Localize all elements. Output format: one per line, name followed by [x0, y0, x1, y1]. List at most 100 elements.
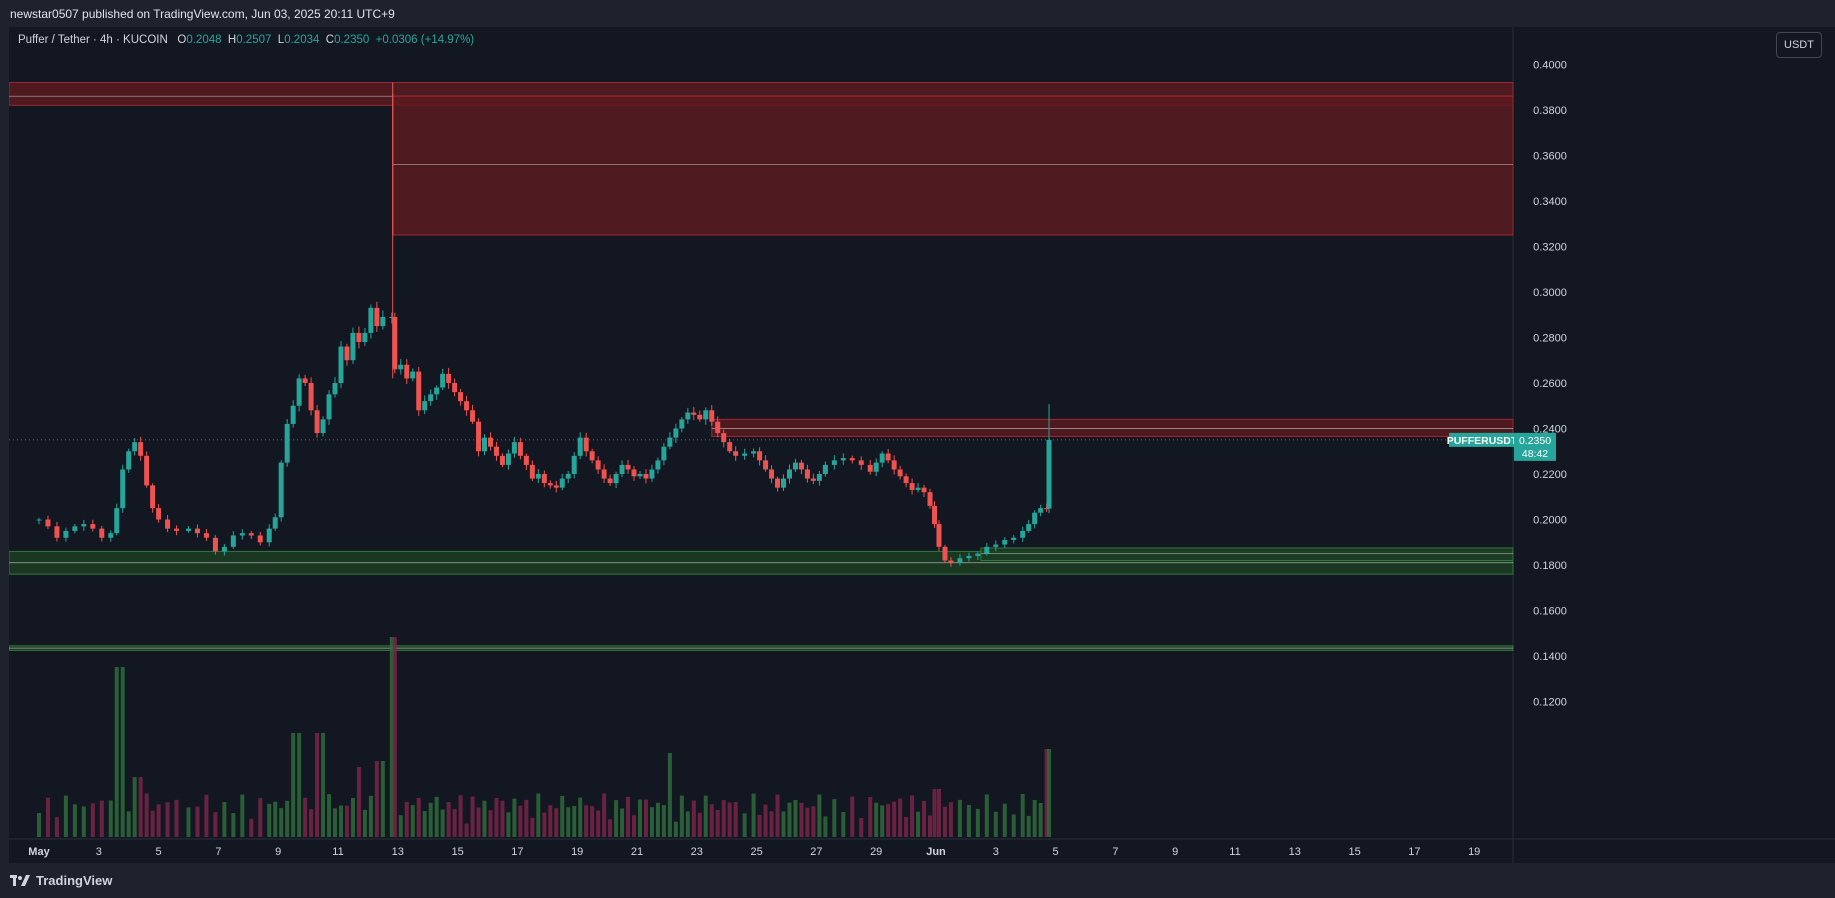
volume-bar [673, 821, 678, 837]
volume-bar [500, 800, 505, 837]
candle-body [619, 464, 625, 475]
candle-body [957, 558, 963, 563]
candle-body [36, 519, 42, 521]
volume-bar [195, 806, 200, 837]
candle-body [99, 528, 105, 538]
volume-bar [910, 795, 915, 837]
volume-bar [763, 804, 768, 837]
volume-bar [267, 803, 272, 837]
volume-bar [811, 806, 816, 837]
candle-body [879, 453, 885, 463]
candle-body [649, 469, 655, 479]
volume-bar [303, 797, 308, 837]
candle-body [709, 410, 715, 422]
candle-body [476, 421, 482, 452]
volume-bar [440, 809, 445, 837]
volume-bar [936, 789, 941, 837]
candle-body [727, 442, 733, 452]
open-label: O [177, 34, 187, 46]
currency-unit-button[interactable]: USDT [1776, 32, 1822, 58]
volume-bar [416, 798, 421, 837]
candle-body [511, 442, 517, 454]
volume-bar [338, 805, 343, 837]
candle-body [769, 469, 775, 479]
zone-supply-2 [711, 418, 1514, 437]
y-tick-label: 0.4000 [1533, 59, 1567, 71]
candle-body [942, 546, 948, 561]
volume-bar [904, 817, 909, 837]
volume-bar [297, 733, 302, 837]
candle-body [380, 316, 386, 327]
symbol-badge-text: PUFFERUSDT [1447, 435, 1518, 447]
volume-bar [548, 805, 553, 837]
candle-body [909, 483, 915, 490]
volume-bar [1011, 814, 1016, 837]
volume-bar [344, 805, 349, 837]
x-tick-label: 9 [275, 846, 281, 858]
candle-body [667, 437, 673, 447]
volume-bar [932, 789, 937, 837]
candle-body [631, 469, 637, 477]
volume-bar [928, 815, 933, 837]
candle-body [126, 451, 132, 470]
candle-body [54, 526, 60, 538]
volume-bar [859, 817, 864, 837]
volume-bar [975, 808, 980, 837]
volume-bar [470, 796, 475, 837]
volume-bar [321, 733, 326, 837]
volume-bar [488, 810, 493, 837]
symbol-name[interactable]: Puffer / Tether · 4h · KUCOIN [18, 34, 168, 46]
candle-body [733, 451, 739, 456]
price-chart[interactable]: 0.4000 0.3800 0.3600 0.3400 0.3200 0.3000 0.28… [9, 27, 1835, 863]
volume-bar [832, 799, 837, 837]
chart-area[interactable]: 0.4000 0.3800 0.3600 0.3400 0.3200 0.3000 0.28… [9, 27, 1835, 863]
volume-bar [602, 793, 607, 837]
zone-demand-4 [980, 547, 1514, 562]
candle-body [487, 437, 493, 447]
volume-bar [404, 801, 409, 837]
volume-bar [380, 761, 385, 837]
volume-bar [530, 817, 535, 837]
candle-body [903, 476, 909, 484]
candle-body [194, 528, 200, 534]
candle-body [1020, 530, 1026, 538]
volume-bar [285, 800, 290, 837]
candle-body [63, 530, 69, 538]
candle-body [816, 474, 822, 481]
volume-bar [874, 802, 879, 837]
candle-body [936, 524, 942, 547]
candle-body [446, 373, 452, 383]
candle-body [583, 437, 589, 452]
candle-body [607, 478, 613, 484]
candle-body [493, 446, 499, 456]
candle-body [535, 474, 541, 479]
candle-body [613, 474, 619, 484]
volume-bar [524, 799, 529, 837]
volume-bar [309, 809, 314, 837]
candle-body [661, 446, 667, 461]
volume-bar [769, 811, 774, 837]
candle-body [1044, 508, 1050, 510]
candle-body [932, 505, 938, 525]
volume-bar [428, 802, 433, 837]
volume-bar [898, 798, 903, 837]
candle-body [482, 437, 488, 452]
candle-body [356, 332, 362, 342]
volume-bar [452, 808, 457, 837]
candle-body [374, 307, 380, 327]
candle-body [867, 464, 873, 472]
volume-bar [742, 813, 747, 837]
volume-bar [608, 819, 613, 837]
y-tick-label: 0.2200 [1533, 469, 1567, 481]
candle-body [948, 560, 954, 563]
candle-body [775, 478, 781, 488]
candle-body [595, 460, 601, 470]
candle-body [248, 533, 254, 536]
published-text: newstar0507 published on TradingView.com… [10, 7, 395, 21]
y-tick-label: 0.3400 [1533, 196, 1567, 208]
candle-body [221, 546, 227, 552]
x-tick-label: 7 [1112, 846, 1118, 858]
tradingview-brand[interactable]: TradingView [10, 873, 112, 888]
x-tick-label: 19 [1468, 846, 1480, 858]
candle-body [156, 508, 162, 520]
